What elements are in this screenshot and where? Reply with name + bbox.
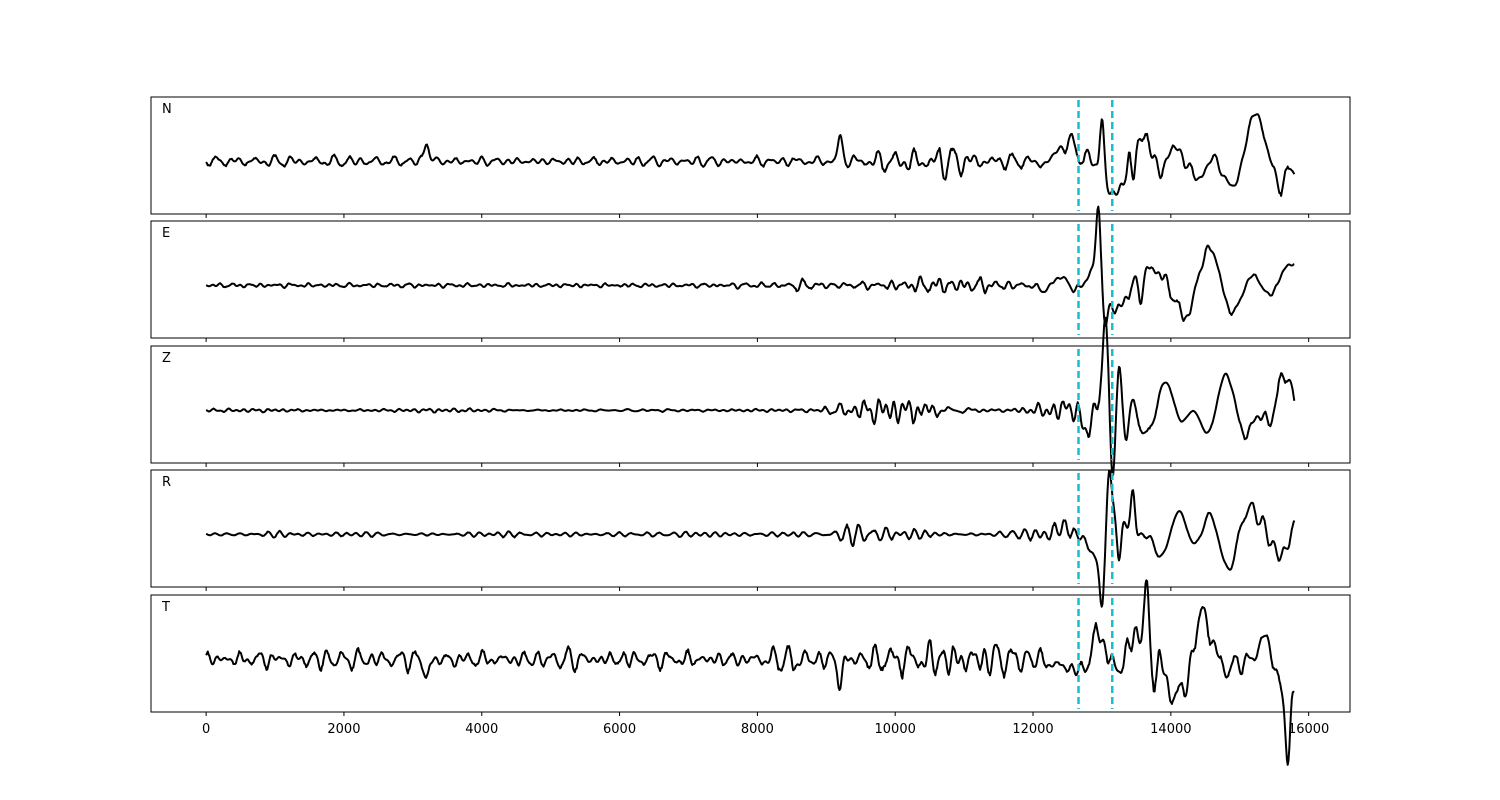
x-tick-label: 4000 bbox=[465, 722, 498, 737]
panel-n: N bbox=[150, 96, 1351, 218]
panel-frame bbox=[150, 469, 1351, 588]
panel-r: R bbox=[150, 469, 1351, 608]
series-line-r bbox=[205, 469, 1296, 608]
series-label-z: Z bbox=[162, 351, 171, 366]
x-tick-label: 6000 bbox=[603, 722, 636, 737]
series-label-t: T bbox=[161, 600, 170, 615]
x-axis: 0 2000 4000 6000 8000 10000 12000 14000 16000 bbox=[202, 722, 1329, 737]
series-label-e: E bbox=[162, 226, 170, 241]
x-tick-label: 8000 bbox=[741, 722, 774, 737]
panel-frame bbox=[150, 96, 1351, 215]
x-tick-label: 14000 bbox=[1150, 722, 1191, 737]
series-label-r: R bbox=[162, 475, 171, 490]
series-line-z bbox=[205, 316, 1296, 478]
series-line-t bbox=[205, 579, 1295, 766]
panel-e: E bbox=[150, 205, 1351, 342]
x-tick-label: 0 bbox=[202, 722, 210, 737]
panels: N E Z R T bbox=[150, 96, 1351, 766]
panel-t: T bbox=[150, 579, 1351, 766]
series-line-e bbox=[205, 205, 1295, 328]
series-label-n: N bbox=[162, 102, 172, 117]
panel-frame bbox=[150, 220, 1351, 339]
x-tick-label: 10000 bbox=[875, 722, 916, 737]
panel-z: Z bbox=[150, 316, 1351, 478]
panel-frame bbox=[150, 345, 1351, 464]
x-tick-label: 2000 bbox=[327, 722, 360, 737]
x-tick-label: 12000 bbox=[1012, 722, 1053, 737]
x-tick-label: 16000 bbox=[1288, 722, 1329, 737]
panel-frame bbox=[150, 594, 1351, 713]
series-line-n bbox=[205, 113, 1296, 197]
